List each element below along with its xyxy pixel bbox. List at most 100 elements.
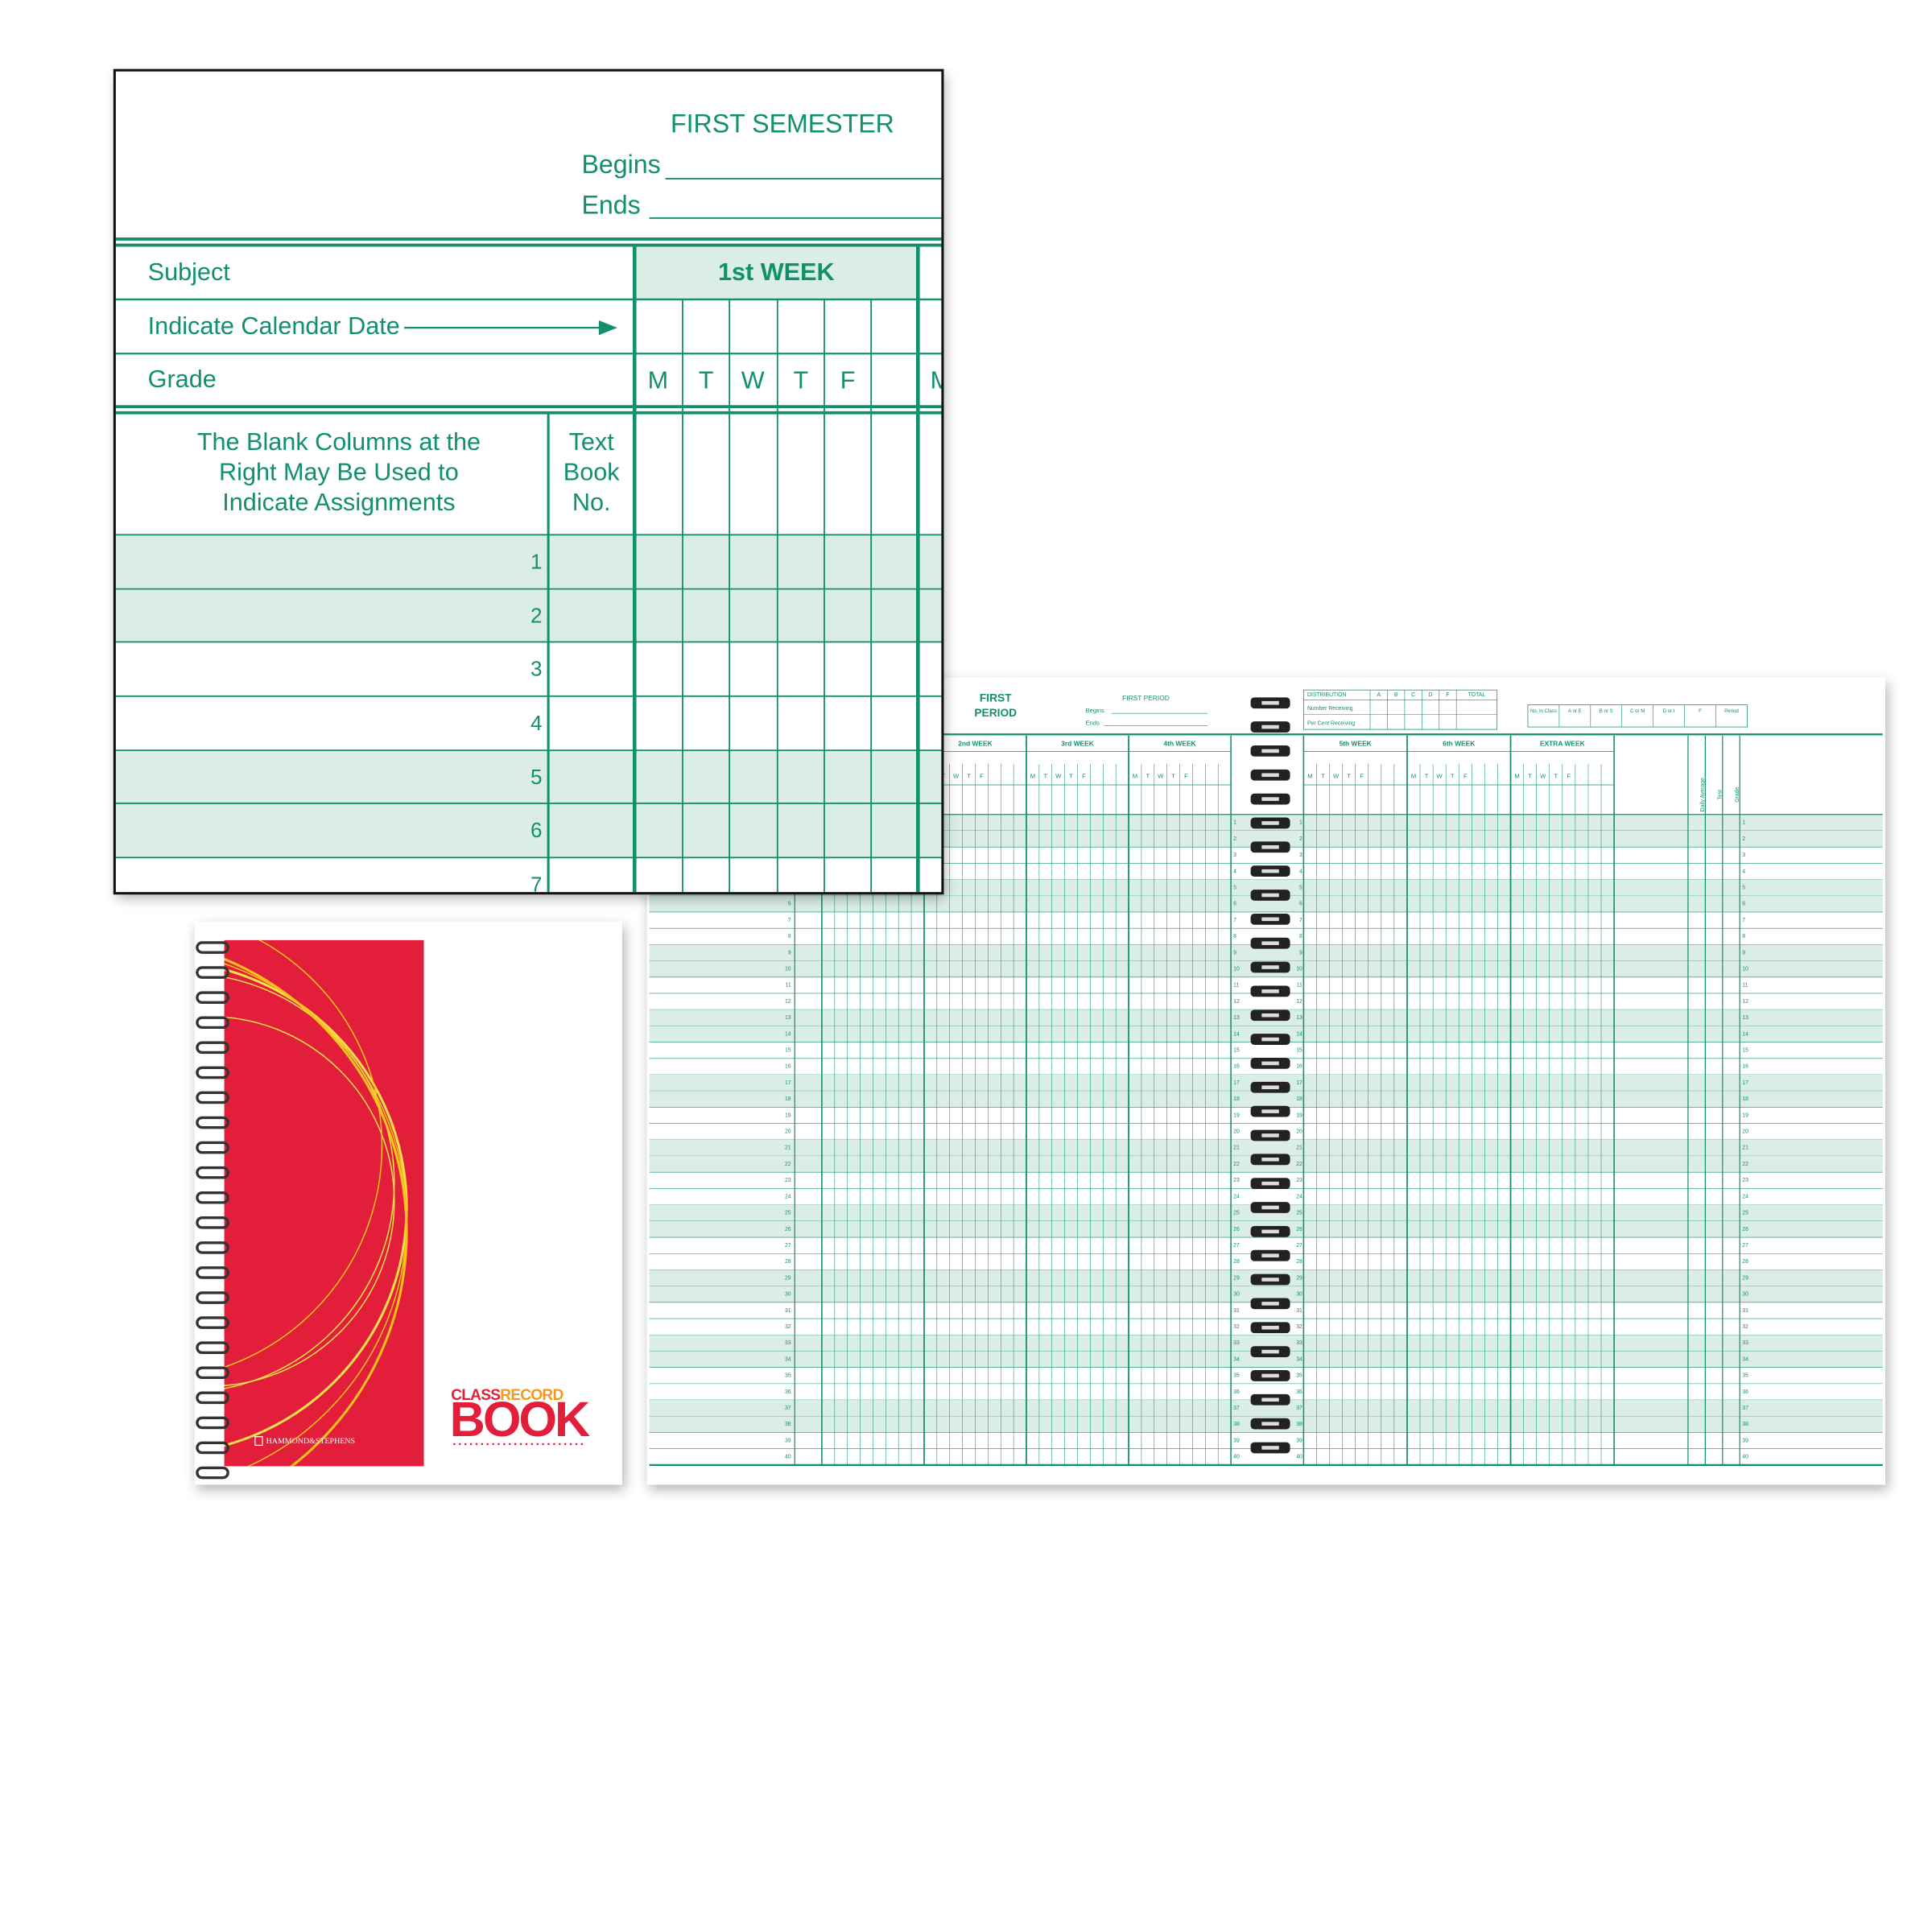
row-number: 26	[1742, 1227, 1748, 1232]
summary-label: B or S	[1600, 708, 1613, 714]
distribution-table	[1303, 689, 1498, 730]
row-number: 28	[1742, 1259, 1748, 1265]
spiral-ring	[196, 1141, 229, 1154]
row-number: 9	[788, 950, 791, 956]
row-number: 14	[785, 1031, 791, 1037]
row-number: 5	[1233, 885, 1236, 890]
spiral-ring	[196, 1091, 229, 1104]
row-number: 1	[1233, 820, 1236, 826]
grade-header: C	[1411, 692, 1415, 698]
row-number: 7	[1299, 918, 1302, 923]
row-number: 22	[1742, 1162, 1748, 1167]
row-number: 22	[1296, 1162, 1302, 1167]
row-number: 4	[1233, 869, 1236, 874]
row-number: 7	[1742, 918, 1745, 923]
open-book: 1111222233334444555566667777888899991010…	[646, 677, 1885, 1485]
row-number: 13	[1296, 1015, 1302, 1021]
spiral-gap	[1261, 1302, 1279, 1306]
spiral-gap	[1261, 1397, 1279, 1402]
row-number: 23	[785, 1178, 791, 1183]
row-number: 1	[1742, 820, 1745, 826]
arc-group	[224, 939, 408, 1467]
row-number: 11	[1233, 983, 1239, 989]
spiral-gap	[1261, 917, 1279, 922]
day-label: F	[1360, 772, 1364, 779]
row-number: 15	[1233, 1048, 1240, 1054]
day-label: T	[1171, 772, 1175, 779]
class-summary	[1527, 704, 1748, 728]
day-label: F	[1082, 772, 1086, 779]
spiral-ring	[196, 1466, 229, 1480]
row-number: 1	[530, 549, 542, 573]
row-number: 19	[1742, 1113, 1748, 1118]
day-label: W	[1055, 772, 1062, 779]
row-number: 8	[1742, 934, 1745, 939]
spiral-gap	[1261, 1037, 1279, 1042]
day-label: M	[648, 367, 669, 394]
spiral-gap	[1261, 989, 1279, 993]
spread-title: FIRST	[980, 691, 1012, 704]
row-number: 32	[1233, 1324, 1240, 1330]
row-number: 27	[1742, 1243, 1748, 1249]
grade-label: Grade	[148, 365, 217, 393]
row-number: 36	[1233, 1389, 1240, 1395]
row-number: 21	[1742, 1146, 1748, 1151]
spiral-gap	[1261, 700, 1279, 705]
row-shade	[649, 1335, 1883, 1352]
row-number: 19	[1296, 1113, 1302, 1118]
period-label: FIRST PERIOD	[1122, 694, 1170, 702]
row-number: 24	[1233, 1194, 1240, 1199]
row-number: 29	[1742, 1275, 1748, 1281]
row-number: 6	[1233, 902, 1236, 907]
day-label: F	[1567, 772, 1571, 779]
row-number: 2	[1299, 836, 1302, 842]
day-label: T	[1528, 772, 1532, 779]
summary-column: Test	[1718, 790, 1724, 800]
row-number: 16	[1233, 1064, 1240, 1070]
ends-label: Ends	[581, 191, 640, 220]
row-shade	[649, 1139, 1883, 1157]
row-number: 10	[785, 966, 791, 972]
row-shade	[115, 535, 942, 589]
spiral-gap	[1261, 797, 1279, 801]
brand-record: RECORD	[500, 1387, 564, 1404]
row-shade	[649, 944, 1883, 961]
row-number: 40	[785, 1455, 791, 1460]
summary-label: No. in Class	[1530, 708, 1557, 714]
row-number: 15	[1296, 1048, 1302, 1054]
row-number: 36	[1742, 1389, 1748, 1395]
spiral-ring	[196, 966, 229, 979]
day-label: T	[1146, 772, 1150, 779]
row-number: 16	[1296, 1064, 1302, 1070]
day-label: F	[840, 367, 856, 394]
spiral-ring	[196, 1016, 229, 1030]
day-label: F	[1463, 772, 1468, 779]
spiral-gap	[1261, 1133, 1279, 1137]
row-number: 23	[1296, 1178, 1302, 1183]
row-number: 29	[1233, 1275, 1240, 1281]
subject-label: Subject	[148, 258, 231, 286]
row-number: 35	[1742, 1373, 1748, 1379]
row-number: 24	[1296, 1194, 1302, 1199]
row-number: 2	[1233, 836, 1236, 842]
row-number: 12	[1233, 999, 1240, 1005]
text-book-label: No.	[572, 489, 611, 516]
row-number: 32	[1296, 1324, 1302, 1330]
grade-header: F	[1446, 692, 1449, 698]
spiral-gap	[1261, 1109, 1279, 1113]
row-number: 39	[1296, 1438, 1302, 1443]
row-number: 8	[1233, 934, 1236, 939]
row-number: 6	[1299, 902, 1302, 907]
row-number: 33	[785, 1340, 791, 1346]
row-number: 22	[1233, 1162, 1240, 1167]
row-number: 14	[1296, 1031, 1302, 1037]
spiral-ring	[196, 1066, 229, 1080]
grade-header: B	[1394, 692, 1398, 698]
row-number: 20	[1233, 1129, 1240, 1135]
text-book-label: Text	[569, 428, 615, 456]
brand-line: CLASSRECORD	[451, 1387, 564, 1404]
row-number: 38	[1233, 1422, 1240, 1427]
spiral-ring	[196, 1341, 229, 1354]
row-number: 33	[1742, 1340, 1748, 1346]
